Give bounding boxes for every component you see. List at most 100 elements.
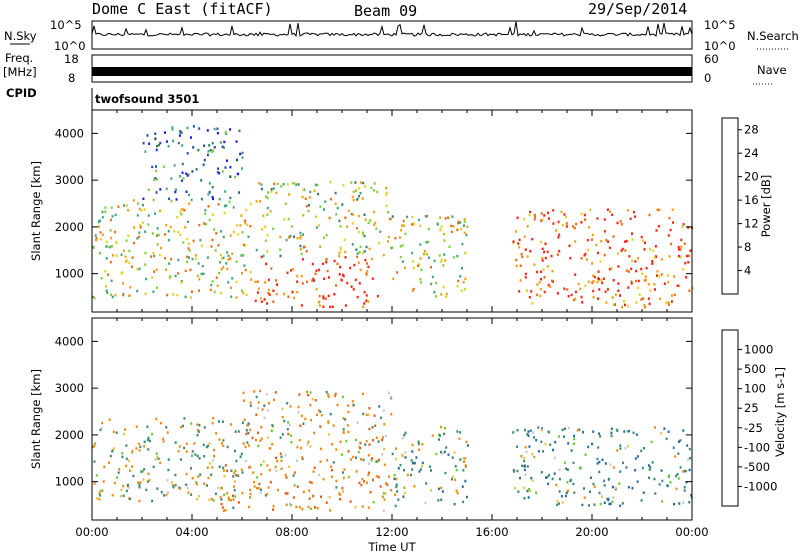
scatter-cell [97, 225, 100, 228]
scatter-cell [160, 490, 163, 494]
scatter-cell [114, 293, 117, 297]
scatter-cell [676, 473, 679, 476]
scatter-cell [196, 482, 198, 486]
scatter-cell [265, 262, 268, 266]
scatter-cell [542, 450, 545, 453]
scatter-cell [169, 225, 172, 229]
scatter-cell [244, 268, 247, 272]
scatter-cell [376, 294, 379, 298]
scatter-cell [617, 289, 620, 292]
scatter-cell [104, 210, 107, 213]
scatter-cell [318, 304, 321, 307]
scatter-cell [647, 283, 650, 286]
scatter-cell [593, 275, 596, 279]
scatter-cell [593, 503, 596, 506]
scatter-cell [235, 474, 238, 477]
scatter-cell [411, 289, 414, 292]
scatter-cell [281, 433, 284, 436]
scatter-cell [186, 152, 189, 155]
scatter-cell [464, 479, 467, 483]
scatter-cell [367, 265, 370, 269]
scatter-cell [417, 264, 420, 268]
scatter-cell [287, 295, 290, 298]
scatter-cell [325, 233, 328, 237]
scatter-cell [99, 428, 102, 432]
scatter-cell [191, 257, 194, 261]
scatter-cell [563, 427, 566, 431]
scatter-cell [202, 443, 205, 447]
scatter-cell [340, 278, 343, 281]
scatter-cell [315, 215, 317, 218]
scatter-cell [377, 458, 380, 462]
scatter-cell [387, 211, 390, 214]
scatter-cell [327, 294, 330, 298]
scatter-cell [179, 131, 182, 135]
scatter-cell [268, 447, 271, 450]
scatter-cell [162, 165, 165, 169]
scatter-cell [281, 415, 284, 419]
scatter-cell [431, 275, 434, 279]
scatter-cell [300, 304, 303, 307]
scatter-cell [280, 459, 283, 463]
scatter-cell [333, 293, 336, 296]
scatter-cell [616, 221, 619, 225]
scatter-cell [138, 483, 141, 486]
scatter-cell [665, 437, 668, 441]
scatter-cell [370, 458, 373, 462]
scatter-cell [221, 420, 224, 423]
scatter-cell [314, 272, 317, 276]
scatter-cell [580, 295, 583, 299]
scatter-cell [360, 483, 363, 487]
scatter-cell [168, 262, 171, 265]
scatter-cell [279, 248, 282, 251]
scatter-cell [655, 229, 658, 232]
scatter-cell [309, 480, 312, 484]
scatter-cell [319, 205, 322, 208]
scatter-cell [518, 238, 521, 242]
scatter-cell [355, 438, 357, 442]
scatter-cell [262, 460, 265, 463]
scatter-cell [596, 457, 599, 461]
scatter-cell [361, 477, 364, 481]
cpid-value: twofsound 3501 [95, 92, 199, 106]
scatter-cell [637, 286, 640, 289]
scatter-cell [341, 203, 344, 206]
scatter-cell [219, 496, 222, 499]
scatter-cell [318, 224, 321, 227]
scatter-cell [677, 245, 680, 249]
scatter-cell [660, 432, 663, 435]
scatter-cell [556, 253, 559, 256]
scatter-cell [528, 213, 531, 217]
scatter-cell [237, 474, 240, 477]
scatter-cell [319, 425, 322, 428]
scatter-cell [462, 500, 465, 504]
scatter-cell [158, 143, 160, 147]
scatter-cell [459, 458, 462, 461]
scatter-cell [252, 471, 255, 474]
scatter-cell [390, 412, 393, 416]
scatter-cell [138, 486, 141, 489]
scatter-cell [326, 257, 328, 261]
scatter-cell [443, 450, 446, 454]
scatter-cell [625, 239, 628, 243]
scatter-cell [608, 246, 611, 249]
scatter-cell [377, 440, 380, 443]
scatter-cell [572, 298, 575, 302]
scatter-cell [306, 280, 309, 284]
scatter-cell [353, 263, 356, 267]
scatter-cell [129, 497, 131, 501]
scatter-cell [335, 486, 338, 489]
scatter-cell [527, 430, 530, 433]
scatter-cell [465, 440, 468, 444]
scatter-cell [181, 162, 184, 166]
scatter-cell [290, 269, 293, 272]
scatter-cell [439, 216, 442, 219]
scatter-cell [557, 236, 560, 239]
scatter-cell [644, 275, 647, 278]
scatter-cell [403, 486, 406, 489]
scatter-cell [222, 256, 225, 260]
scatter-cell [221, 506, 224, 509]
scatter-cell [169, 275, 172, 278]
scatter-cell [612, 235, 615, 238]
scatter-cell [101, 489, 104, 492]
